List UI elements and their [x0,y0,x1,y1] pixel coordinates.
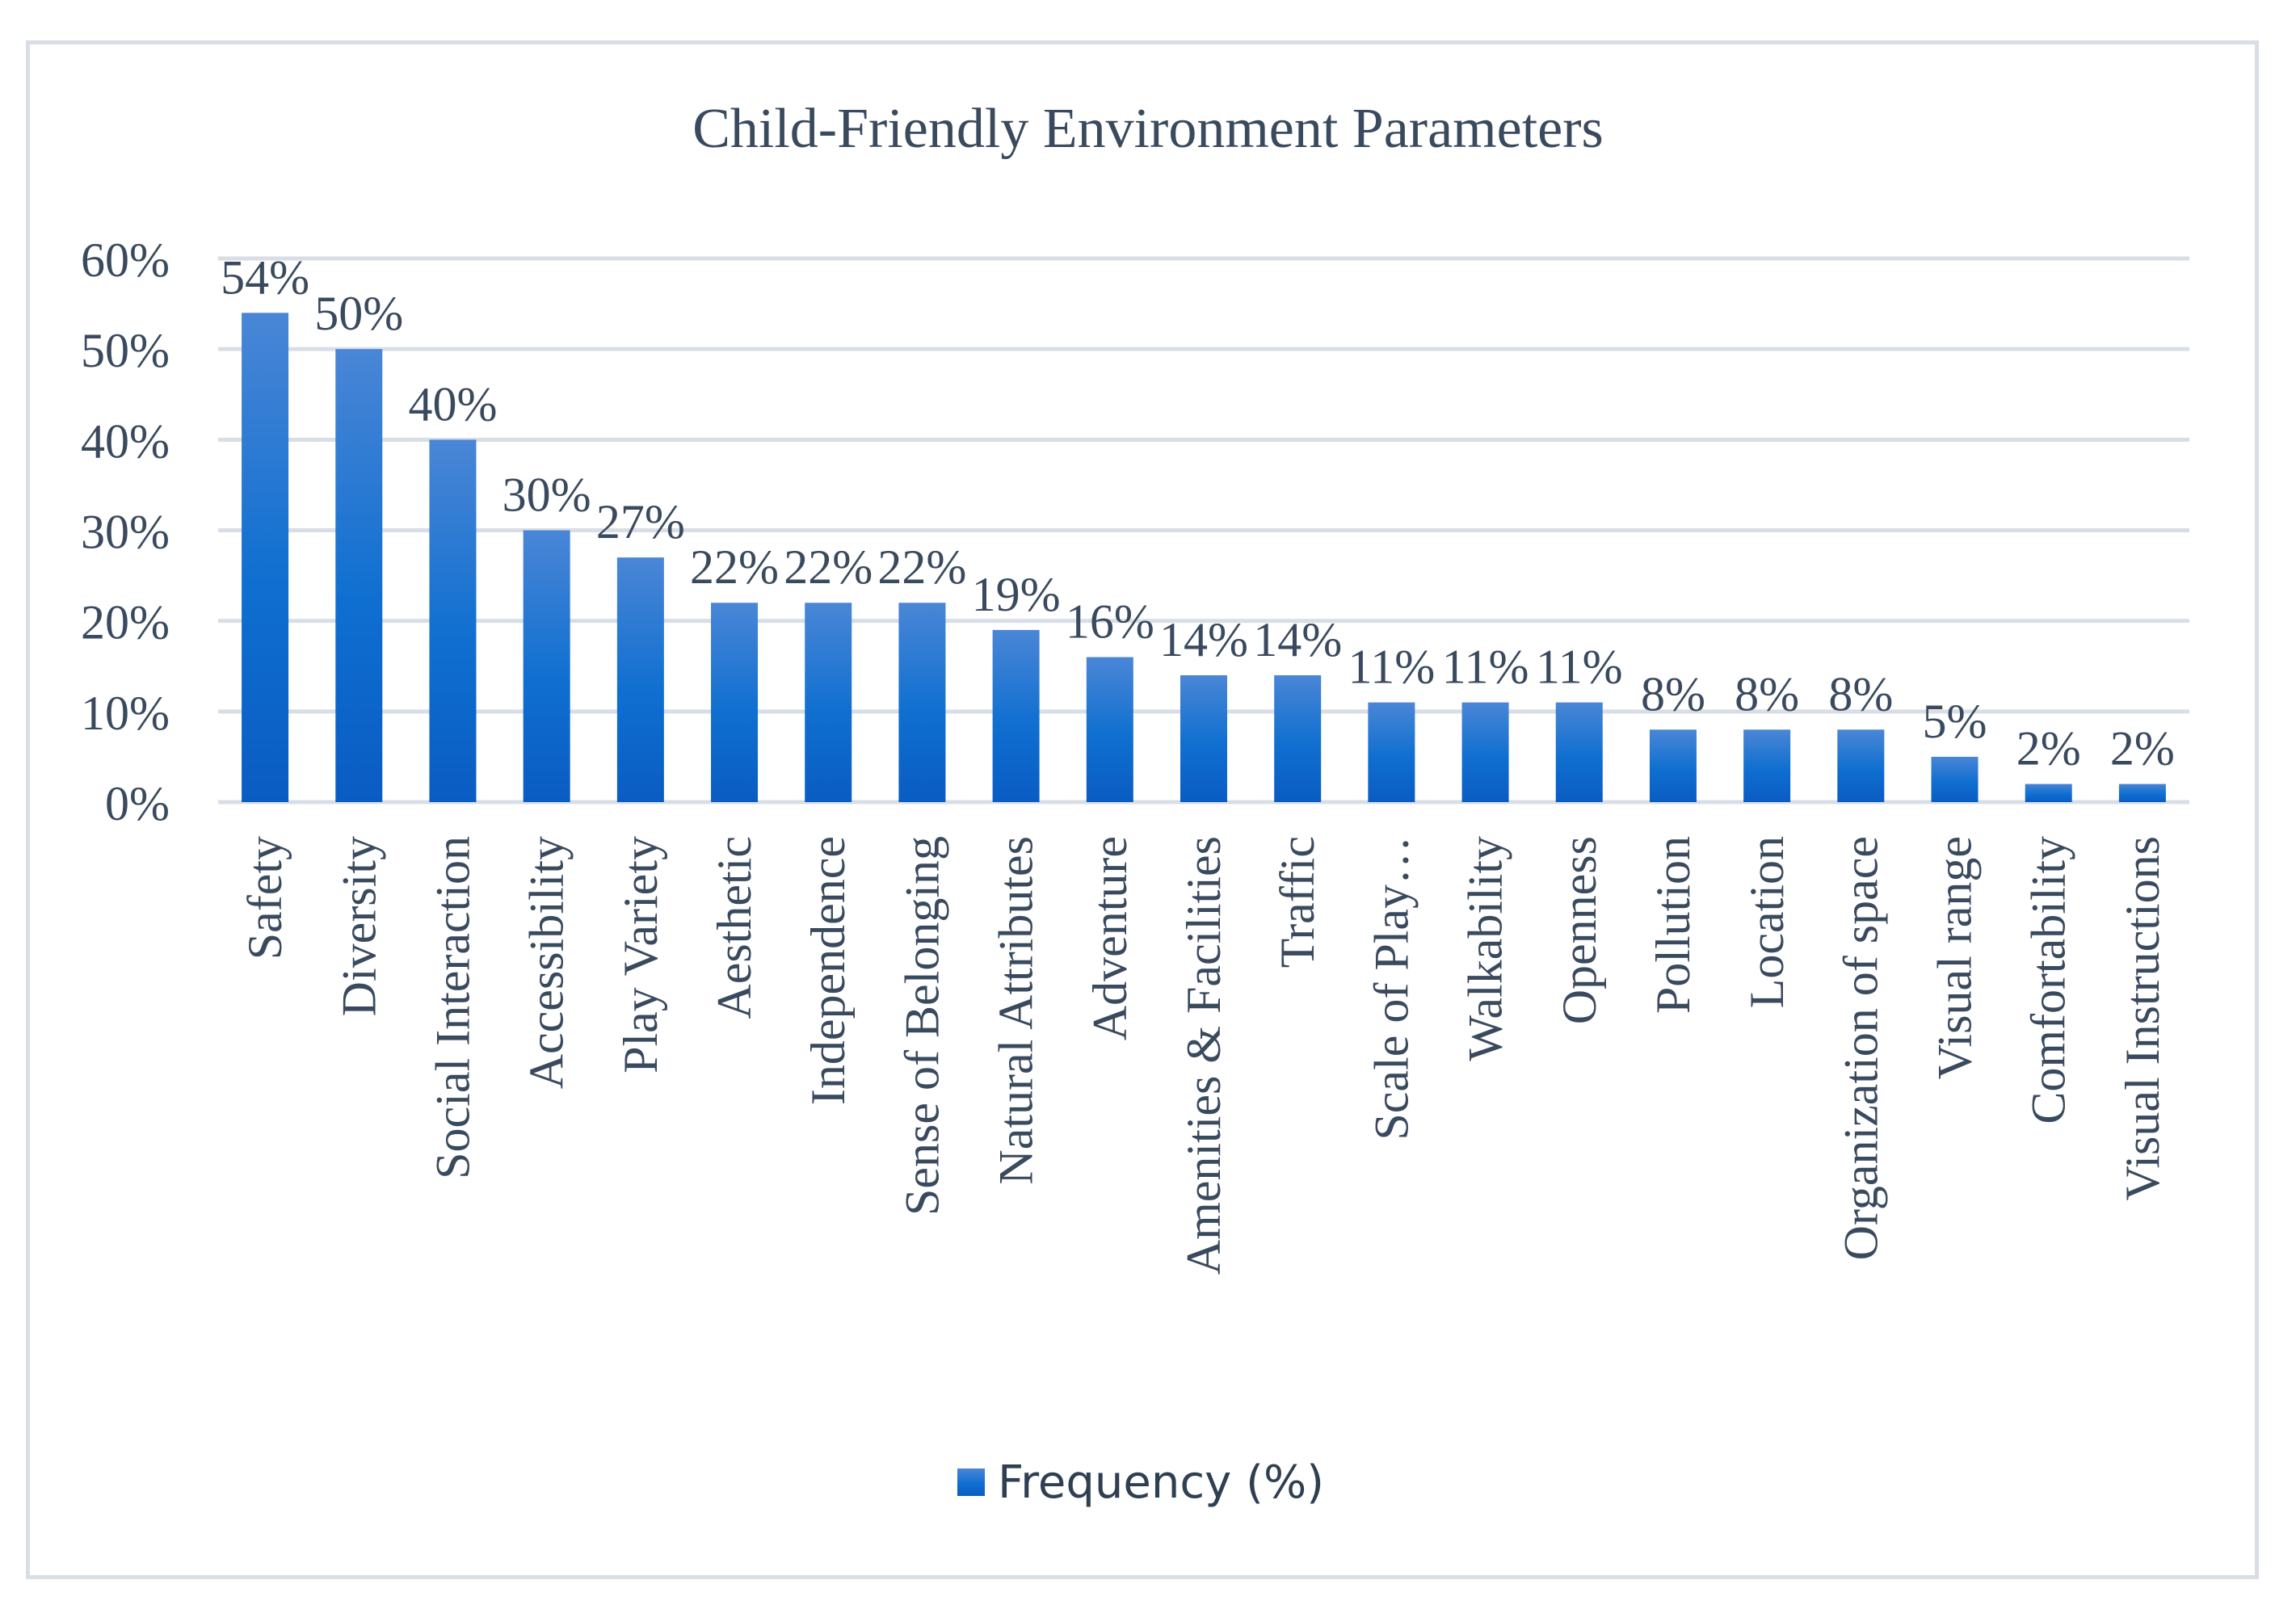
data-label: 8% [1735,667,1799,721]
data-label: 27% [596,495,685,548]
data-label: 22% [690,540,779,594]
data-label: 5% [1923,695,1987,748]
bar [711,603,759,802]
data-label: 14% [1253,613,1342,666]
bar [805,603,852,802]
x-tick-label: Accessibility [520,836,574,1089]
bar [992,629,1040,802]
legend: Frequency (%) [957,1454,1324,1510]
data-label: 40% [408,377,497,431]
y-tick-label: 10% [81,687,170,740]
x-tick-label: Aesthetic [708,836,761,1019]
legend-swatch [957,1468,985,1496]
x-tick-label: Comfortability [2022,836,2075,1124]
bar [429,439,477,802]
chart-frame [26,40,2259,1579]
data-label: 16% [1066,595,1154,649]
x-tick-label: Play Variety [614,836,667,1074]
y-tick-label: 50% [81,324,170,377]
bar [1461,702,1509,802]
data-label: 11% [1536,641,1623,694]
data-label: 14% [1159,613,1248,666]
x-tick-label: Safety [238,836,292,960]
bar [242,313,289,802]
bar [1649,729,1697,802]
x-tick-label: Independence [801,836,855,1105]
data-label: 11% [1442,641,1529,694]
data-label: 50% [314,287,403,340]
x-tick-label: Natural Attributes [990,836,1043,1185]
x-tick-label: Openness [1553,836,1606,1024]
bar [1743,729,1791,802]
x-tick-label: Amenities & Facilities [1177,836,1230,1275]
y-tick-label: 0% [105,777,170,830]
x-tick-label: Pollution [1646,836,1700,1014]
bar [335,349,383,803]
x-tick-label: Adventure [1083,836,1137,1040]
x-tick-label: Traffic [1271,836,1324,968]
bar [1555,702,1603,802]
chart-title: Child-Friendly Environment Parameters [692,98,1604,160]
data-label: 22% [784,540,873,594]
data-label: 54% [221,250,309,304]
bar [1274,674,1322,802]
x-tick-label: Scale of Play… [1365,836,1418,1141]
x-tick-label: Sense of Belonging [895,836,948,1216]
legend-label: Frequency (%) [998,1456,1325,1509]
data-label: 11% [1348,641,1435,694]
data-label: 8% [1641,667,1705,721]
x-tick-label: Organization of space [1834,836,1887,1260]
x-tick-label: Visual Instructions [2116,836,2169,1200]
bar [1180,674,1227,802]
data-label: 22% [877,540,966,594]
data-label: 8% [1828,667,1893,721]
bar [616,557,664,802]
x-tick-label: Social Interaction [426,836,479,1179]
y-tick-label: 60% [81,233,170,287]
bar [1931,756,1979,802]
x-tick-label: Walkability [1459,836,1512,1061]
data-label: 30% [503,468,591,522]
bar [523,530,570,802]
x-tick-label: Location [1740,836,1793,1008]
data-label: 2% [2110,722,2175,775]
y-tick-label: 20% [81,596,170,649]
bar [1368,702,1415,802]
x-tick-label: Diversity [332,836,385,1016]
bar [1086,657,1133,802]
data-label: 2% [2016,722,2081,775]
bar [1837,729,1885,802]
y-tick-label: 30% [81,506,170,559]
bar [2025,784,2072,802]
bar [898,603,946,802]
data-label: 19% [972,568,1061,621]
bar [2118,784,2166,802]
y-tick-label: 40% [81,414,170,468]
x-tick-label: Visual range [1928,836,1982,1079]
